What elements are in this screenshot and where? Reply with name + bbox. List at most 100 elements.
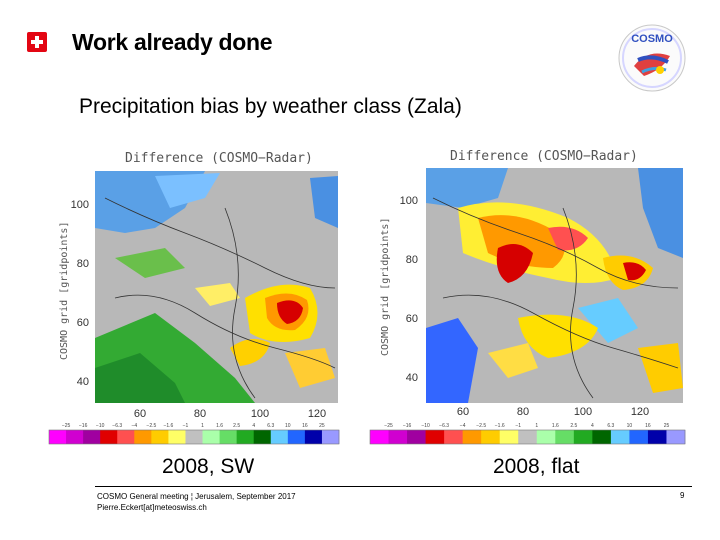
colorbar-label: 2.5	[570, 423, 577, 429]
colorbar-swatch	[388, 430, 408, 444]
logo-text: COSMO	[631, 33, 673, 45]
colorbar-swatch	[573, 430, 593, 444]
colorbar-swatch	[647, 430, 667, 444]
colorbar-label: 1.6	[216, 423, 223, 429]
map-title: Difference (COSMO−Radar)	[125, 151, 313, 166]
y-tick: 40	[406, 372, 418, 384]
colorbar-label: 4	[252, 423, 255, 429]
colorbar-swatch	[304, 430, 323, 444]
colorbar-label: 6.3	[607, 423, 614, 429]
colorbar-swatch	[151, 430, 169, 444]
map-caption-flat: 2008, flat	[493, 455, 580, 478]
colorbar-label: −16	[403, 423, 412, 429]
colorbar-label: −1	[515, 423, 521, 429]
colorbar-swatch	[666, 430, 686, 444]
x-tick: 60	[457, 406, 469, 418]
colorbar-swatch	[168, 430, 186, 444]
colorbar-label: −4	[460, 423, 466, 429]
colorbar-label: −4	[131, 423, 137, 429]
colorbar-swatch	[610, 430, 630, 444]
colorbar-swatch	[134, 430, 152, 444]
x-tick: 80	[194, 408, 206, 420]
colorbar-label: −10	[421, 423, 430, 429]
colorbar-label: −1	[183, 423, 189, 429]
colorbar-labels: −25 −16 −10 −6.3 −4 −2.5 −1.6 −1 1 1.6 2.5 4 6.3 10 16…	[62, 423, 325, 429]
slide-title: Work already done	[72, 29, 273, 55]
colorbar-swatch	[499, 430, 519, 444]
colorbar	[48, 429, 340, 445]
colorbar-swatch	[83, 430, 101, 444]
x-tick: 100	[251, 408, 269, 420]
colorbar-label: 10	[627, 423, 633, 429]
slide-subtitle: Precipitation bias by weather class (Zal…	[79, 95, 462, 118]
x-tick: 100	[574, 406, 592, 418]
colorbar-swatch	[536, 430, 556, 444]
x-tick: 80	[517, 406, 529, 418]
colorbar-swatch	[462, 430, 482, 444]
colorbar-swatch	[370, 430, 389, 444]
colorbar-swatch	[287, 430, 306, 444]
colorbar-swatch	[592, 430, 612, 444]
colorbar-swatch	[219, 430, 238, 444]
colorbar-swatch	[253, 430, 272, 444]
x-tick: 60	[134, 408, 146, 420]
colorbar-label: −2.5	[476, 423, 486, 429]
colorbar-label: 6.3	[267, 423, 274, 429]
map-field	[426, 168, 683, 403]
colorbar-swatch	[100, 430, 118, 444]
y-tick: 60	[77, 317, 89, 329]
colorbar-swatch	[444, 430, 464, 444]
colorbar-swatch	[518, 430, 538, 444]
y-tick: 80	[77, 258, 89, 270]
y-tick: 100	[71, 199, 89, 211]
colorbar-swatch	[629, 430, 649, 444]
colorbar-label: −10	[96, 423, 105, 429]
colorbar-border	[48, 429, 340, 445]
x-tick: 120	[631, 406, 649, 418]
colorbar-swatch	[425, 430, 445, 444]
bias-map-sw: Difference (COSMO−Radar) COSMO grid [gri…	[45, 138, 345, 448]
footer-contact: Pierre.Eckert[at]meteoswiss.ch	[97, 503, 207, 512]
y-tick: 100	[400, 195, 418, 207]
colorbar-swatch	[49, 430, 67, 444]
colorbar-label: 1	[201, 423, 204, 429]
colorbar-label: −1.6	[163, 423, 173, 429]
colorbar-label: 16	[302, 423, 308, 429]
footer-meeting: COSMO General meeting ¦ Jerusalem, Septe…	[97, 492, 296, 501]
colorbar-swatch	[270, 430, 289, 444]
colorbar-label: 10	[285, 423, 291, 429]
footer: COSMO General meeting ¦ Jerusalem, Septe…	[97, 491, 296, 513]
map-caption-sw: 2008, SW	[162, 455, 255, 478]
colorbar-swatch	[555, 430, 575, 444]
colorbar-label: −6.3	[112, 423, 122, 429]
swiss-flag-icon	[27, 32, 47, 52]
colorbar-label: 1.6	[552, 423, 559, 429]
map-field	[95, 171, 338, 403]
colorbar-label: −16	[79, 423, 88, 429]
colorbar-label: −1.6	[495, 423, 505, 429]
colorbar-label: 16	[645, 423, 651, 429]
colorbar-swatch	[407, 430, 426, 444]
colorbar-labels: −25 −16 −10 −6.3 −4 −2.5 −1.6 −1 1 1.6 2.5 4 6.3 10 16…	[384, 423, 669, 429]
colorbar-border	[369, 429, 686, 445]
colorbar-swatch	[66, 430, 84, 444]
colorbar-label: 4	[591, 423, 594, 429]
cosmo-logo-icon: COSMO	[614, 20, 690, 96]
colorbar-label: 2.5	[233, 423, 240, 429]
colorbar-label: −2.5	[146, 423, 156, 429]
colorbar-label: 25	[664, 423, 670, 429]
colorbar-swatch	[185, 430, 203, 444]
colorbar-swatch	[481, 430, 501, 444]
colorbar-swatch	[236, 430, 255, 444]
y-tick: 80	[406, 254, 418, 266]
y-tick: 40	[77, 376, 89, 388]
map-title: Difference (COSMO−Radar)	[450, 149, 638, 164]
y-axis-label: COSMO grid [gridpoints]	[380, 218, 391, 356]
colorbar-label: 1	[535, 423, 538, 429]
y-tick: 60	[406, 313, 418, 325]
colorbar-swatch	[202, 430, 220, 444]
footer-divider	[95, 486, 692, 487]
colorbar-label: −25	[62, 423, 71, 429]
colorbar-label: 25	[319, 423, 325, 429]
colorbar-swatch	[117, 430, 135, 444]
